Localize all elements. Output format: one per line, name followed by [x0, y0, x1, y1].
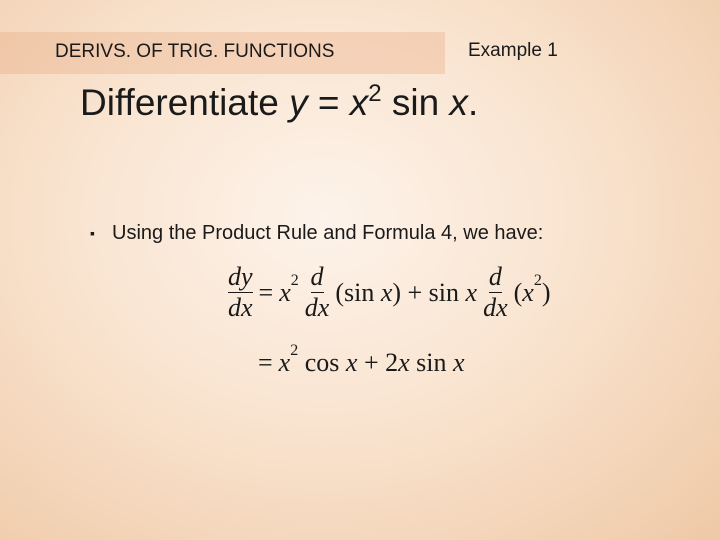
- numerator: d: [488, 262, 502, 293]
- example-label: Example 1: [468, 40, 558, 61]
- math-text: ) + sin: [392, 277, 466, 307]
- math-var: x: [380, 277, 393, 307]
- exponent: 2: [290, 271, 299, 289]
- header-band: [0, 32, 445, 74]
- math-text: ): [541, 277, 551, 307]
- numerator: d: [310, 262, 324, 293]
- title-text: .: [468, 82, 479, 123]
- bullet-marker: ▪: [90, 225, 95, 241]
- title-exponent: 2: [368, 80, 382, 107]
- math-text: (sin: [335, 277, 381, 307]
- math-var: x: [522, 277, 534, 307]
- title-var: y: [289, 82, 308, 123]
- math-var: x: [279, 277, 291, 307]
- fraction: dy dx: [228, 262, 253, 323]
- denominator: dx: [228, 293, 253, 322]
- slide-title: Differentiate y = x2 sin x.: [80, 82, 478, 124]
- math-op: =: [258, 348, 273, 377]
- bullet-text: Using the Product Rule and Formula 4, we…: [112, 222, 544, 244]
- numerator: dy: [228, 262, 253, 293]
- math-text: (: [513, 277, 523, 307]
- math-var: x: [465, 277, 478, 307]
- math-text: + 2: [357, 348, 399, 377]
- fraction: d dx: [483, 262, 508, 323]
- exponent: 2: [290, 342, 299, 359]
- title-text: =: [307, 82, 350, 123]
- exponent: 2: [533, 271, 542, 289]
- denominator: dx: [483, 293, 508, 322]
- title-var: x: [349, 82, 369, 123]
- title-text: Differentiate: [80, 82, 290, 123]
- math-var: x: [345, 348, 358, 377]
- title-var: x: [449, 82, 469, 123]
- math-op: =: [258, 277, 274, 307]
- denominator: dx: [304, 293, 330, 322]
- math-var: x: [453, 348, 465, 377]
- math-text: sin: [409, 348, 453, 377]
- math-text: cos: [298, 348, 346, 377]
- fraction: d dx: [305, 262, 330, 323]
- math-var: x: [398, 348, 410, 377]
- section-title: DERIVS. OF TRIG. FUNCTIONS: [55, 41, 335, 62]
- math-var: x: [278, 348, 291, 377]
- title-text: sin: [381, 82, 450, 123]
